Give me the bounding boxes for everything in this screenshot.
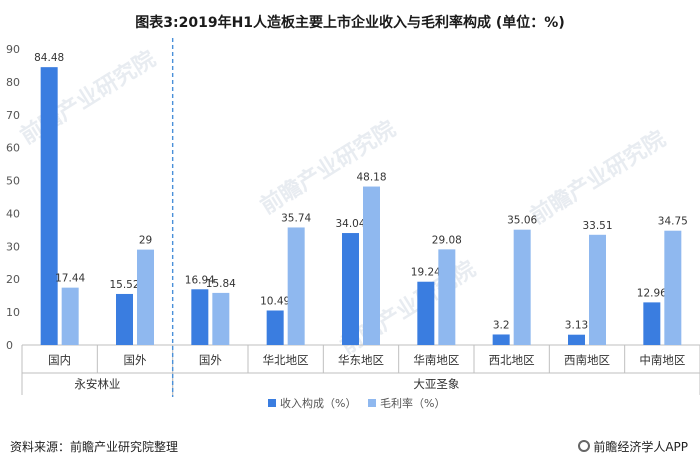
bar-margin: [589, 234, 606, 345]
y-tick-label: 40: [6, 207, 20, 220]
category-label: 华东地区: [338, 353, 384, 367]
brand-name: 前瞻经济学人APP: [593, 440, 688, 454]
data-label: 15.84: [206, 278, 236, 290]
chart-title: 图表3:2019年H1人造板主要上市企业收入与毛利率构成 (单位：%): [135, 15, 565, 31]
data-label: 3.13: [565, 320, 588, 332]
data-label: 29: [139, 235, 152, 247]
category-label: 华南地区: [413, 353, 459, 367]
bar-margin: [664, 230, 682, 345]
y-tick-label: 30: [6, 240, 20, 253]
data-label: 29.08: [432, 234, 462, 246]
data-label: 35.06: [507, 215, 537, 227]
brand-logo-icon: [578, 440, 591, 452]
y-tick-label: 50: [6, 175, 20, 188]
data-label: 10.49: [260, 295, 290, 307]
bar-margin: [363, 186, 380, 345]
category-label: 中南地区: [639, 353, 685, 367]
bar-revenue: [191, 289, 209, 345]
data-label: 33.51: [582, 220, 612, 232]
brand-footer: 前瞻经济学人APP: [578, 438, 688, 455]
bar-margin: [212, 292, 230, 345]
bar-margin: [513, 229, 531, 345]
y-tick-label: 20: [6, 273, 20, 286]
data-label: 48.18: [356, 172, 386, 184]
bar-revenue: [643, 302, 661, 345]
bar-revenue: [116, 293, 133, 345]
y-tick-label: 10: [6, 306, 20, 319]
category-label: 国外: [124, 353, 147, 367]
category-label: 国内: [48, 353, 71, 367]
bar-revenue: [342, 233, 359, 345]
data-label: 12.96: [637, 287, 667, 299]
y-tick-label: 70: [6, 109, 20, 122]
category-label: 西南地区: [564, 353, 610, 367]
group-label: 大亚圣象: [413, 377, 459, 391]
category-label: 西北地区: [489, 353, 535, 367]
legend-label: 毛利率（%）: [380, 396, 445, 410]
bar-revenue: [568, 334, 585, 345]
data-label: 35.74: [281, 212, 311, 224]
data-label: 34.04: [335, 218, 365, 230]
bar-revenue: [492, 334, 510, 345]
legend-label: 收入构成（%）: [280, 396, 356, 410]
bar-revenue: [40, 67, 58, 345]
bar-margin: [287, 227, 305, 345]
bar-revenue: [417, 281, 435, 345]
y-tick-label: 90: [6, 43, 20, 56]
group-label: 永安林业: [74, 377, 120, 391]
category-label: 华北地区: [263, 353, 309, 367]
y-tick-label: 80: [6, 76, 20, 89]
bar-margin: [61, 287, 79, 345]
bar-margin: [137, 249, 154, 345]
y-tick-label: 0: [6, 339, 13, 352]
bar-revenue: [266, 310, 284, 345]
legend-swatch: [268, 399, 276, 407]
data-label: 34.75: [658, 216, 688, 228]
category-label: 国外: [199, 353, 222, 367]
data-label: 3.2: [493, 319, 510, 331]
data-label: 19.24: [411, 267, 441, 279]
data-label: 84.48: [34, 52, 64, 64]
data-label: 15.52: [109, 279, 139, 291]
data-label: 17.44: [55, 273, 85, 285]
y-tick-label: 60: [6, 142, 20, 155]
bar-margin: [438, 249, 456, 345]
legend-swatch: [368, 399, 376, 407]
source-note: 资料来源：前瞻产业研究院整理: [10, 440, 179, 454]
data-label: 16.94: [185, 274, 215, 286]
